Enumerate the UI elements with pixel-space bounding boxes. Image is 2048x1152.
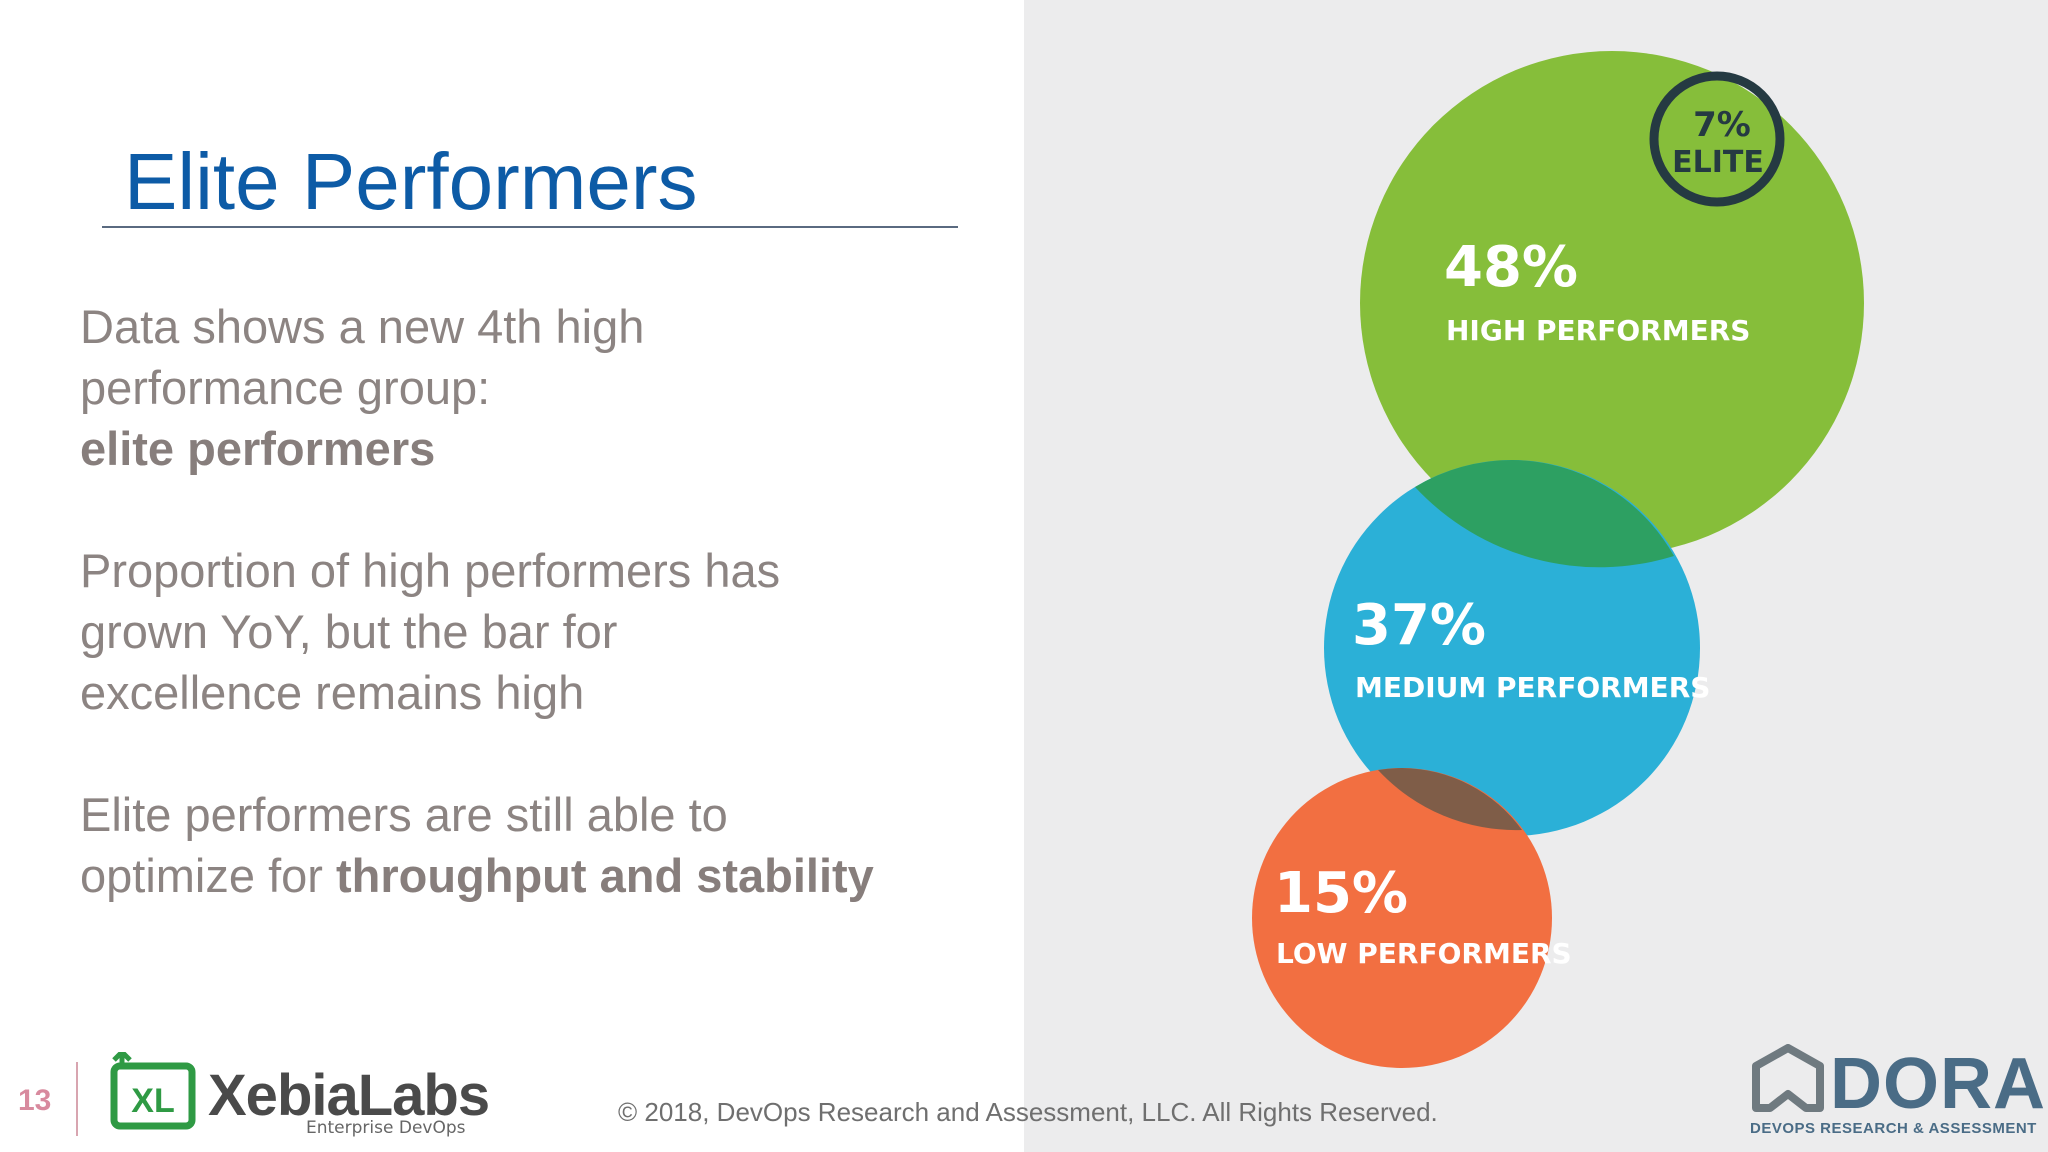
medium-label: MEDIUM PERFORMERS [1355, 671, 1710, 704]
paragraph-elite-group: Data shows a new 4th high performance gr… [80, 296, 980, 479]
xebialabs-logo-text: XebiaLabs [208, 1063, 490, 1128]
page-number: 13 [18, 1084, 52, 1117]
paragraph-proportion: Proportion of high performers has grown … [80, 540, 980, 723]
body-line: Data shows a new 4th high [80, 300, 645, 353]
body-text-prefix: optimize for [80, 849, 336, 902]
elite-label: ELITE [1672, 145, 1764, 180]
copyright-text: © 2018, DevOps Research and Assessment, … [618, 1097, 1438, 1127]
page-title: Elite Performers [124, 137, 698, 226]
footer-divider [76, 1062, 78, 1136]
high-medium-overlap [1415, 460, 1674, 568]
body-bold-line: elite performers [80, 422, 436, 475]
dora-logo-icon [1752, 1044, 1824, 1112]
medium-value: 37% [1352, 593, 1486, 658]
xebialabs-logo-icon: XL [110, 1052, 196, 1130]
elite-value: 7% [1693, 105, 1751, 145]
elite-ring-icon [1649, 71, 1785, 207]
low-value: 15% [1274, 861, 1408, 926]
low-performers-bubble [1252, 768, 1552, 1068]
dora-logo-text: DORA [1830, 1044, 2046, 1124]
xebialabs-logo-mark: XL [131, 1082, 174, 1120]
body-line: Elite performers are still able to [80, 788, 728, 841]
body-text: Data shows a new 4th high performance gr… [80, 296, 980, 967]
body-line: excellence remains high [80, 666, 585, 719]
title-underline [102, 226, 958, 228]
low-label: LOW PERFORMERS [1276, 937, 1572, 970]
high-label: HIGH PERFORMERS [1446, 314, 1750, 347]
high-value: 48% [1444, 235, 1578, 300]
medium-low-overlap [1378, 768, 1522, 831]
dora-subtitle: DEVOPS RESEARCH & ASSESSMENT [1750, 1120, 2037, 1137]
body-bold-text: throughput and stability [335, 849, 874, 902]
body-line-mixed: optimize for throughput and stability [80, 845, 980, 906]
body-line: Proportion of high performers has [80, 544, 781, 597]
paragraph-throughput: Elite performers are still able to optim… [80, 784, 980, 906]
high-performers-bubble [1360, 51, 1864, 555]
body-line: grown YoY, but the bar for [80, 605, 618, 658]
xebialabs-subtitle: Enterprise DevOps [306, 1118, 466, 1138]
body-line: performance group: [80, 361, 491, 414]
